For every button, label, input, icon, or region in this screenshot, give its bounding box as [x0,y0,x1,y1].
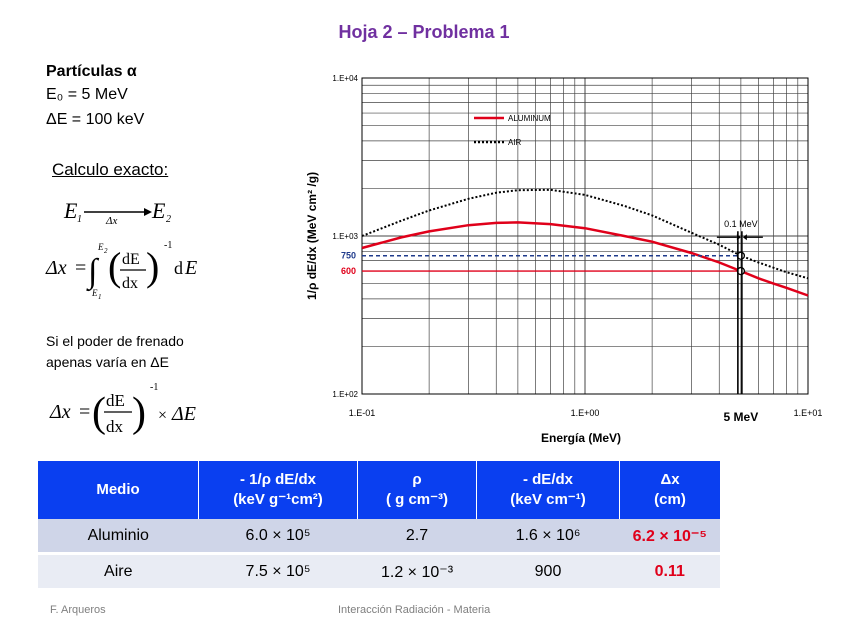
energy-marker-label: 5 MeV [724,410,759,424]
exact-formula: E 1 Δx E 2 Δx = ∫ E 2 E 1 ( dE dx ) -1 d… [45,198,197,301]
svg-text:dx: dx [106,417,124,436]
results-table: Medio - 1/ρ dE/dx (keV g⁻¹cm²) ρ( g cm⁻³)… [38,461,720,588]
approximation-note-line2: apenas varía en ΔE [46,354,169,370]
svg-text:dx: dx [122,275,138,292]
y-tick-label: 1.E+04 [332,74,358,83]
table-row: Aire 7.5 × 10⁵ 1.2 × 10⁻³ 900 0.11 [38,553,720,588]
svg-text:E: E [91,288,98,298]
svg-text:): ) [132,390,146,436]
svg-text:E: E [184,257,197,279]
cell-mass-stopping: 6.0 × 10⁵ [198,519,358,555]
svg-text:Δx: Δx [105,215,117,227]
svg-text:∫: ∫ [86,253,100,292]
svg-text:): ) [146,244,159,289]
y-tick-label: 1.E+02 [332,390,358,399]
y-tick-label: 1.E+03 [332,232,358,241]
particle-heading: Partículas α [46,63,137,80]
svg-text:Δx: Δx [45,257,67,279]
header-medio: Medio [38,461,199,519]
cell-stopping: 900 [476,553,620,588]
x-axis-label: Energía (MeV) [541,431,621,445]
delta-arrow-head [736,234,741,241]
svg-text:1: 1 [98,293,102,301]
svg-text:1: 1 [77,214,82,225]
y-axis-label: 1/ρ dE/dx (MeV cm² /g) [305,172,319,300]
x-tick-label: 1.E-01 [349,408,376,418]
svg-text:E: E [63,198,78,223]
svg-text:2: 2 [104,247,108,255]
svg-text:E: E [151,198,166,223]
series-line-aluminum [361,221,809,297]
svg-text:(: ( [108,244,121,289]
svg-text:dE: dE [106,391,125,410]
svg-text:=: = [75,257,86,279]
approximate-formula: Δx = ( dE dx ) -1 × ΔE [49,382,196,436]
delta-arrow-head [742,234,747,241]
initial-energy: E₀ = 5 MeV [46,86,128,103]
footer-course: Interacción Radiación - Materia [338,604,491,616]
cell-mass-stopping: 7.5 × 10⁵ [198,553,358,588]
cell-density: 2.7 [357,519,477,555]
svg-text:-1: -1 [164,240,172,251]
svg-text:(: ( [92,390,106,436]
legend-label: ALUMINUM [508,114,551,123]
reference-label-750: 750 [341,251,356,261]
header-density: ρ( g cm⁻³) [357,461,477,519]
stopping-power-chart: 1.E-01 1.E+00 1.E+01 1.E+02 1.E+03 1.E+04 Ener… [305,74,823,445]
svg-text:-1: -1 [150,382,158,393]
footer-author: F. Arqueros [50,604,106,616]
delta-label: 0.1 MeV [724,219,758,229]
cell-stopping: 1.6 × 10⁶ [476,519,620,555]
svg-text:E: E [97,242,104,252]
svg-text:ΔE: ΔE [171,403,196,425]
svg-text:2: 2 [166,214,171,225]
cell-medium: Aire [38,553,199,588]
cell-medium: Aluminio [38,519,199,555]
reference-label-600: 600 [341,266,356,276]
cell-range: 0.11 [619,553,720,588]
approximation-note-line1: Si el poder de frenado [46,333,184,349]
svg-text:d: d [174,258,183,278]
svg-text:×: × [158,407,167,424]
energy-loss: ΔE = 100 keV [46,111,145,128]
exact-calculation-label: Calculo exacto: [52,160,169,179]
table-row: Aluminio 6.0 × 10⁵ 2.7 1.6 × 10⁶ 6.2 × 1… [38,519,720,555]
cell-density: 1.2 × 10⁻³ [357,553,477,588]
header-range: Δx (cm) [619,461,720,519]
header-stopping: - dE/dx (keV cm⁻¹) [476,461,620,519]
x-tick-label: 1.E+01 [794,408,823,418]
header-mass-stopping: - 1/ρ dE/dx (keV g⁻¹cm²) [198,461,358,519]
svg-text:dE: dE [122,251,140,268]
svg-text:=: = [79,401,90,423]
x-tick-label: 1.E+00 [571,408,600,418]
slide-title: Hoja 2 – Problema 1 [338,22,510,42]
svg-text:Δx: Δx [49,401,71,423]
legend-label: AIR [508,138,522,147]
cell-range: 6.2 × 10⁻⁵ [619,519,720,555]
